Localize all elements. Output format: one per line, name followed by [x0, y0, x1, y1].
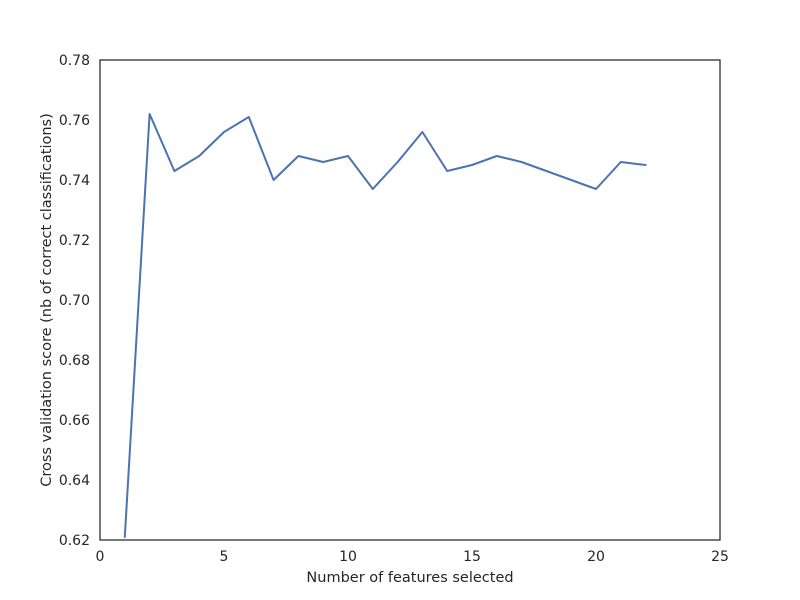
y-tick-label: 0.70: [59, 293, 90, 309]
x-tick-label: 15: [463, 549, 481, 565]
data-point: [619, 160, 623, 164]
x-tick-label: 5: [220, 549, 229, 565]
data-point: [420, 130, 424, 134]
data-point: [520, 160, 524, 164]
data-point: [396, 160, 400, 164]
data-point: [197, 154, 201, 158]
x-tick-label: 0: [96, 549, 105, 565]
data-point: [321, 160, 325, 164]
x-axis-label: Number of features selected: [306, 570, 513, 586]
data-point: [371, 187, 375, 191]
data-point: [544, 169, 548, 173]
data-point: [296, 154, 300, 158]
y-tick-label: 0.62: [59, 533, 90, 549]
y-tick-label: 0.76: [59, 113, 90, 129]
y-tick-label: 0.72: [59, 233, 90, 249]
x-tick-label: 10: [339, 549, 357, 565]
plot-frame: [99, 59, 721, 541]
data-point: [470, 163, 474, 167]
y-tick-label: 0.68: [59, 353, 90, 369]
data-point: [594, 187, 598, 191]
data-point: [569, 178, 573, 182]
x-tick-label: 20: [587, 549, 605, 565]
data-point: [644, 163, 648, 167]
data-point: [445, 169, 449, 173]
y-tick-label: 0.66: [59, 413, 90, 429]
y-tick-label: 0.78: [59, 53, 90, 69]
data-point: [123, 535, 127, 539]
data-point: [172, 169, 176, 173]
data-point: [346, 154, 350, 158]
y-axis-label: Cross validation score (nb of correct cl…: [39, 113, 55, 487]
data-point: [222, 130, 226, 134]
x-tick-label: 25: [711, 549, 729, 565]
data-point: [495, 154, 499, 158]
data-point: [247, 115, 251, 119]
data-point: [272, 178, 276, 182]
y-tick-label: 0.74: [59, 173, 90, 189]
data-point: [148, 112, 152, 116]
y-tick-label: 0.64: [59, 473, 90, 489]
series-line: [123, 113, 647, 538]
